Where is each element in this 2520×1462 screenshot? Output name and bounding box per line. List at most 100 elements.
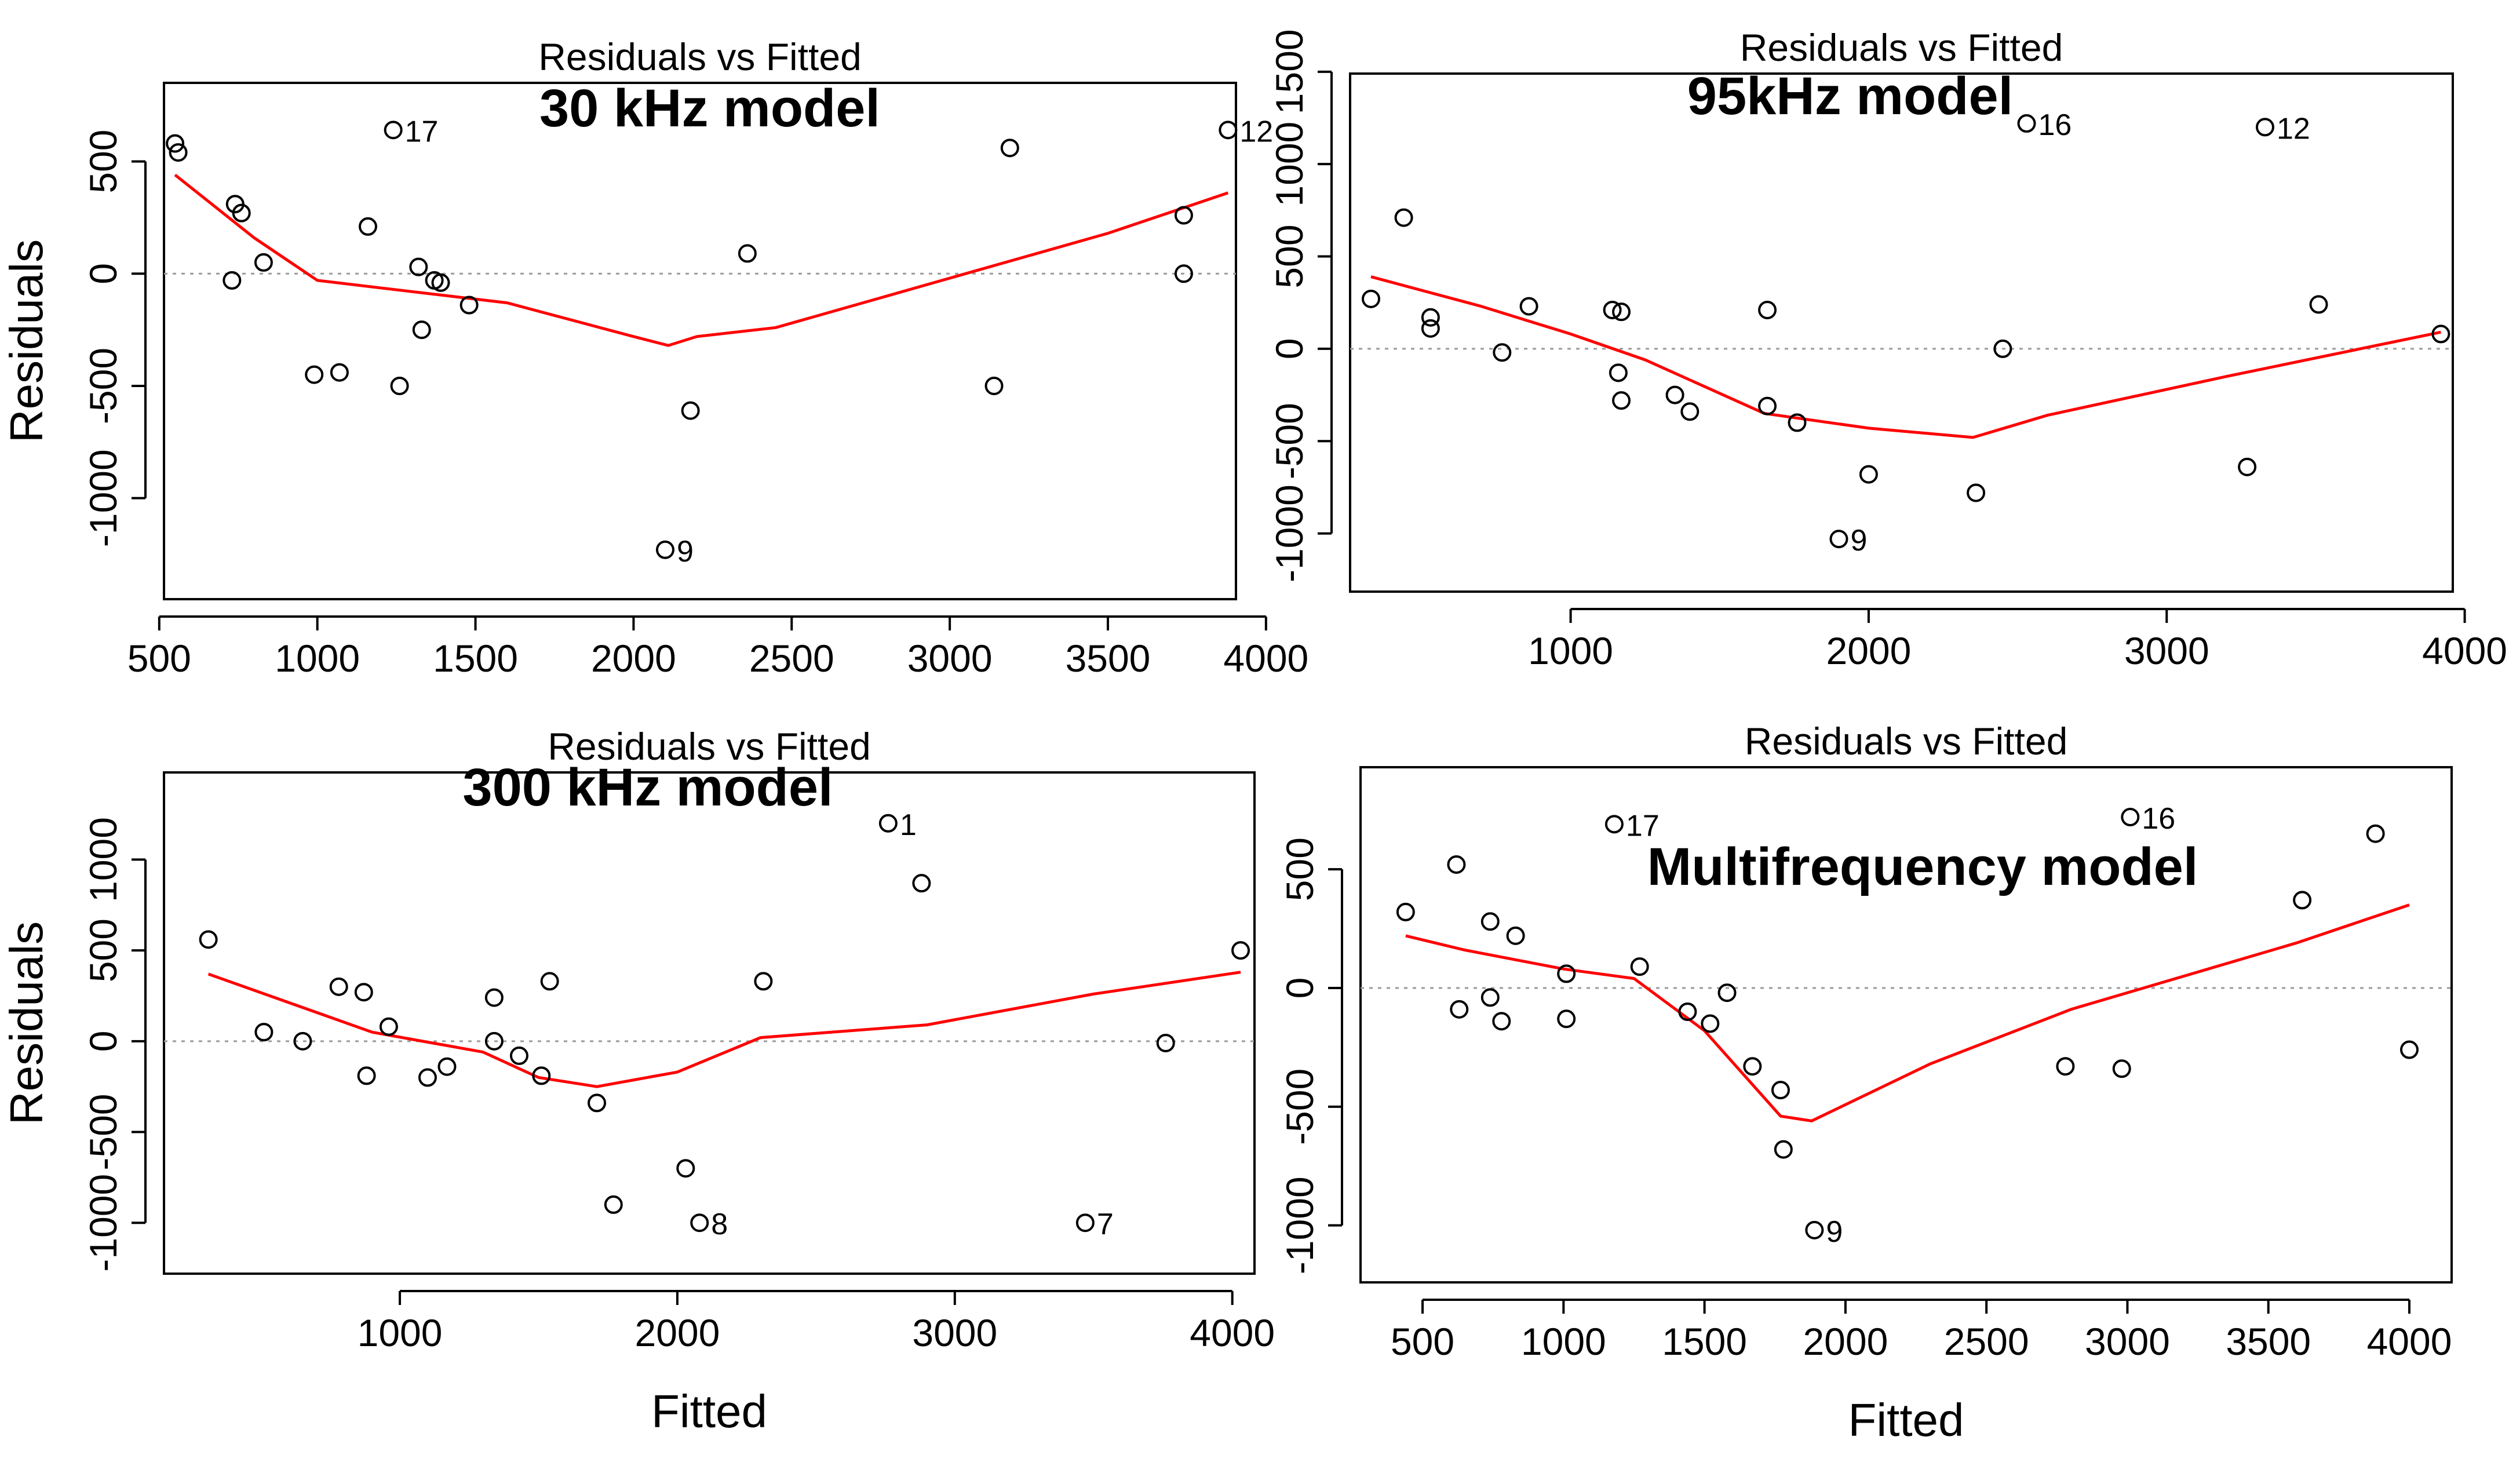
- data-point: [2431, 325, 2450, 344]
- data-point: [1967, 483, 1986, 502]
- smoother-line: [1405, 903, 2410, 1122]
- y-tick-label: 0: [1278, 978, 1321, 999]
- data-point: [1993, 339, 2012, 358]
- data-point: [1612, 302, 1631, 322]
- x-tick-label: 1000: [358, 1311, 443, 1354]
- data-point: [223, 271, 242, 290]
- point-label: 16: [2038, 108, 2072, 142]
- data-point: [1000, 138, 1019, 158]
- data-point: [1701, 1014, 1720, 1033]
- x-tick-label: 2500: [749, 637, 834, 680]
- data-point: [459, 296, 479, 315]
- point-label: 9: [677, 535, 694, 568]
- x-tick-label: 1000: [275, 637, 360, 680]
- data-point: [1362, 289, 1381, 308]
- data-point: [418, 1068, 437, 1087]
- y-tick-label: 500: [1278, 837, 1321, 901]
- data-point: [1774, 1140, 1793, 1159]
- x-tick-label: 1500: [433, 637, 518, 680]
- y-tick-label: -500: [82, 348, 125, 424]
- plot-frame: [163, 82, 1237, 600]
- data-point: [254, 1023, 273, 1042]
- data-point: [1612, 391, 1631, 410]
- data-point: [1678, 1002, 1697, 1021]
- data-point: [1394, 208, 1413, 227]
- y-tick-label: 1000: [82, 817, 125, 902]
- data-point: [1743, 1057, 1762, 1076]
- data-point: [2056, 1057, 2075, 1076]
- data-point: [1480, 988, 1500, 1007]
- data-point: [166, 134, 185, 153]
- x-tick-label: 3000: [2124, 629, 2209, 672]
- x-tick-label: 500: [1391, 1320, 1454, 1363]
- data-point: [484, 988, 504, 1007]
- point-label: 9: [1826, 1215, 1843, 1249]
- y-tick-label: 1000: [1268, 122, 1311, 207]
- y-tick-label: 500: [1268, 224, 1311, 288]
- plot-frame: [1359, 766, 2453, 1284]
- chart-panel-4: Residuals vs Fitted Multifrequency model 5…: [1278, 720, 2453, 1446]
- data-point: [588, 1093, 607, 1113]
- data-point: [390, 376, 409, 395]
- x-tick-label: 2000: [1826, 629, 1912, 672]
- data-point: [984, 376, 1004, 395]
- data-point: [1758, 396, 1777, 415]
- point-label: 12: [1239, 115, 1273, 148]
- x-tick-label: 3000: [912, 1311, 997, 1354]
- data-point: [2017, 114, 2036, 133]
- data-point: [293, 1031, 312, 1051]
- y-axis-title: Residuals: [1, 921, 52, 1125]
- y-tick-label: -500: [82, 1093, 125, 1170]
- data-point: [232, 203, 251, 223]
- data-point: [1805, 1220, 1824, 1239]
- y-tick-label: 0: [82, 1030, 125, 1052]
- data-point: [1493, 343, 1512, 362]
- data-point: [254, 253, 273, 272]
- point-label: 12: [2277, 112, 2310, 145]
- model-label: 95kHz model: [1687, 67, 2013, 126]
- data-point: [409, 257, 428, 276]
- data-point: [1604, 815, 1624, 834]
- data-point: [1396, 902, 1415, 921]
- data-point: [878, 814, 898, 833]
- data-point: [1231, 941, 1250, 960]
- data-point: [1480, 912, 1500, 931]
- x-tick-label: 1500: [1662, 1320, 1747, 1363]
- model-label: 30 kHz model: [539, 79, 880, 138]
- x-tick-label: 4000: [1223, 637, 1308, 680]
- smoother-line: [207, 971, 1241, 1088]
- x-tick-label: 2000: [591, 637, 676, 680]
- x-axis-title: Fitted: [1848, 1394, 1964, 1446]
- data-point: [754, 972, 773, 991]
- data-point: [384, 121, 403, 140]
- data-point: [2255, 118, 2274, 137]
- y-tick-label: 500: [82, 130, 125, 194]
- data-point: [2309, 295, 2328, 314]
- data-point: [1450, 1000, 1469, 1019]
- y-tick-label: -500: [1278, 1069, 1321, 1145]
- data-point: [1421, 308, 1440, 327]
- smoother-line: [1370, 275, 2441, 439]
- data-point: [1156, 1033, 1175, 1052]
- data-point: [2366, 824, 2385, 843]
- x-axis-title: Fitted: [651, 1386, 767, 1437]
- y-tick-label: -1000: [1268, 484, 1311, 582]
- data-point: [681, 401, 700, 420]
- data-point: [1421, 319, 1440, 338]
- data-point: [532, 1066, 551, 1085]
- x-tick-label: 4000: [2422, 629, 2507, 672]
- data-point: [2400, 1040, 2419, 1059]
- point-label: 16: [2142, 802, 2175, 836]
- data-point: [1219, 121, 1238, 140]
- x-tick-label: 3500: [1066, 637, 1151, 680]
- data-point: [1492, 1012, 1511, 1031]
- data-point: [1680, 402, 1700, 421]
- data-point: [1717, 983, 1737, 1002]
- data-point: [379, 1017, 398, 1036]
- y-tick-label: 500: [82, 918, 125, 982]
- data-point: [1771, 1081, 1790, 1100]
- x-tick-label: 2000: [1803, 1320, 1888, 1363]
- data-point: [540, 972, 559, 991]
